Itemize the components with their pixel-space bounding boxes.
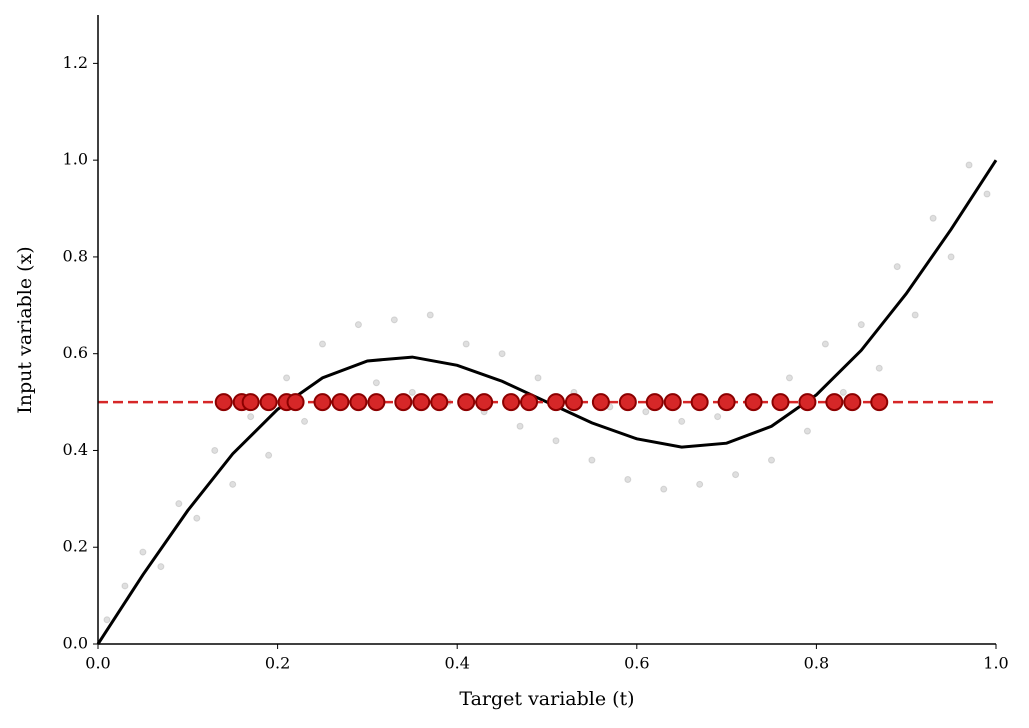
point xyxy=(645,393,664,412)
point xyxy=(283,374,291,382)
point xyxy=(564,393,583,412)
point xyxy=(430,393,449,412)
point xyxy=(929,214,937,222)
point xyxy=(139,548,147,556)
y-tick-label: 0.8 xyxy=(63,246,88,265)
x-tick-label: 0.8 xyxy=(804,654,829,673)
point xyxy=(229,480,237,488)
point xyxy=(301,417,309,425)
point xyxy=(372,379,380,387)
point xyxy=(286,393,305,412)
point xyxy=(426,311,434,319)
point xyxy=(516,422,524,430)
point xyxy=(520,393,539,412)
point xyxy=(785,374,793,382)
point xyxy=(678,417,686,425)
x-tick-label: 0.6 xyxy=(624,654,649,673)
point xyxy=(839,388,847,396)
point xyxy=(552,437,560,445)
y-tick-label: 0.4 xyxy=(63,440,88,459)
point xyxy=(390,316,398,324)
point xyxy=(732,471,740,479)
point xyxy=(821,340,829,348)
point xyxy=(349,393,368,412)
y-tick-label: 1.0 xyxy=(63,150,88,169)
point xyxy=(319,340,326,348)
point xyxy=(663,393,682,412)
x-tick-label: 0.0 xyxy=(85,654,110,673)
point xyxy=(696,480,704,488)
point xyxy=(408,388,416,396)
point xyxy=(214,393,233,412)
point xyxy=(893,263,901,271)
point xyxy=(947,253,955,261)
point xyxy=(965,161,973,169)
point xyxy=(157,563,165,571)
point xyxy=(175,500,183,508)
point xyxy=(412,393,431,412)
x-tick-label: 0.4 xyxy=(444,654,469,673)
point xyxy=(534,374,542,382)
point xyxy=(825,393,844,412)
point xyxy=(875,364,883,372)
point xyxy=(475,393,494,412)
point xyxy=(546,393,565,412)
point xyxy=(983,190,991,198)
point xyxy=(498,350,506,358)
y-tick-label: 0.6 xyxy=(63,343,88,362)
point xyxy=(911,311,919,319)
x-axis-label: Target variable (t) xyxy=(459,688,634,710)
point xyxy=(313,393,332,412)
point xyxy=(394,393,413,412)
point xyxy=(354,321,362,329)
point xyxy=(642,408,650,416)
point xyxy=(211,446,219,454)
point xyxy=(265,451,273,459)
point xyxy=(798,393,817,412)
point xyxy=(660,485,668,493)
point xyxy=(331,393,350,412)
point xyxy=(744,393,763,412)
point xyxy=(870,393,889,412)
point xyxy=(624,475,632,483)
point xyxy=(241,393,260,412)
point xyxy=(193,514,201,522)
point xyxy=(768,456,775,464)
point xyxy=(591,393,610,412)
point xyxy=(502,393,521,412)
y-tick-label: 0.2 xyxy=(63,537,88,556)
point xyxy=(247,413,255,421)
y-tick-label: 0.0 xyxy=(63,634,88,653)
x-tick-label: 1.0 xyxy=(983,654,1008,673)
point xyxy=(803,427,811,435)
point xyxy=(462,340,470,348)
point xyxy=(618,393,637,412)
point xyxy=(588,456,596,464)
point xyxy=(843,393,862,412)
point xyxy=(857,321,865,329)
y-tick-label: 1.2 xyxy=(63,53,88,72)
point xyxy=(367,393,386,412)
point xyxy=(259,393,278,412)
point xyxy=(103,616,111,624)
point xyxy=(714,413,722,421)
point xyxy=(457,393,476,412)
point xyxy=(717,393,736,412)
point xyxy=(121,582,129,590)
y-axis-label: Input variable (x) xyxy=(14,246,36,413)
point xyxy=(690,393,709,412)
point xyxy=(771,393,790,412)
x-tick-label: 0.2 xyxy=(265,654,290,673)
